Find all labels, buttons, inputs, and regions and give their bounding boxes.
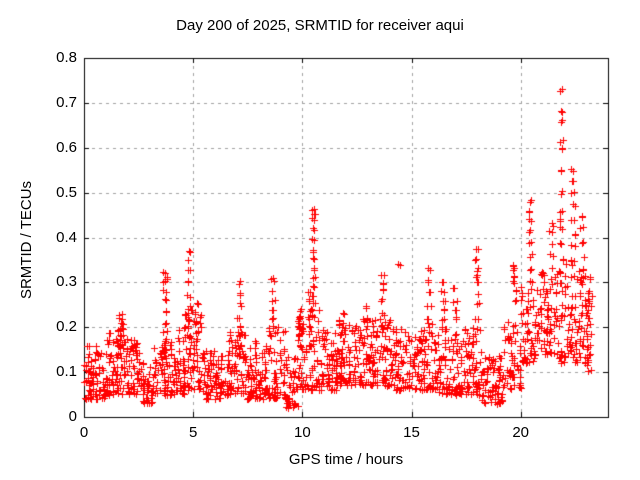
x-tick-label: 10	[293, 424, 311, 441]
x-tick-label: 0	[79, 424, 89, 441]
y-tick-label: 0	[68, 408, 77, 425]
y-tick-label: 0.6	[56, 138, 77, 156]
y-tick-label: 0.1	[56, 363, 77, 381]
y-tick-label: 0.2	[56, 318, 77, 336]
y-tick-label: 0.3	[56, 273, 77, 291]
y-tick-label: 0.4	[56, 228, 77, 246]
x-axis-label: GPS time / hours	[288, 451, 404, 468]
x-tick-label: 15	[403, 424, 420, 441]
y-tick-label: 0.5	[56, 183, 77, 201]
x-tick-label: 20	[512, 424, 529, 441]
x-tick-label: 5	[188, 424, 198, 441]
chart-title: Day 200 of 2025, SRMTID for receiver aqu…	[176, 17, 464, 34]
y-tick-label: 0.8	[56, 49, 77, 66]
y-tick-label: 0.7	[56, 93, 77, 111]
